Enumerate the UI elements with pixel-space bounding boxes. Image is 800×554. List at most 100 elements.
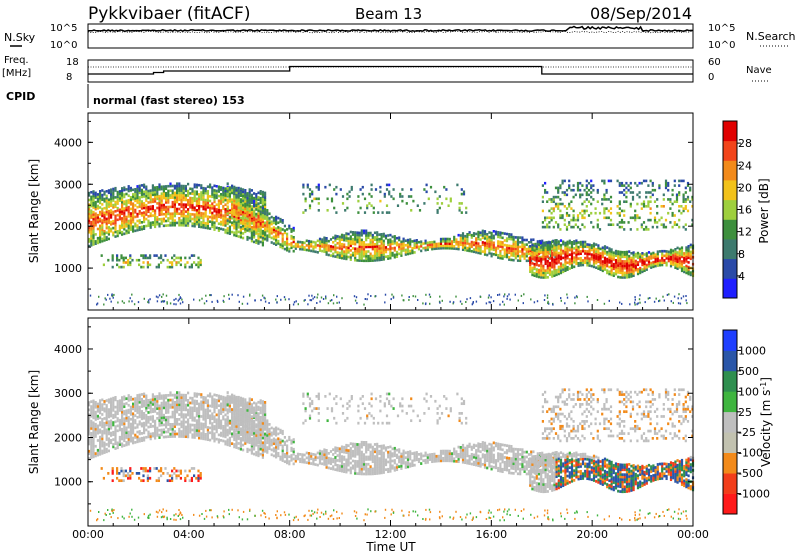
power-cell <box>367 293 369 296</box>
power-cell <box>557 225 560 229</box>
velocity-cell <box>99 438 102 442</box>
velocity-cell <box>182 415 185 419</box>
velocity-cell <box>110 431 113 435</box>
power-cell <box>625 257 629 261</box>
power-cell <box>464 239 467 243</box>
power-cell <box>685 267 688 270</box>
power-cell <box>483 241 487 245</box>
power-cell <box>566 252 569 255</box>
velocity-cell <box>156 431 159 435</box>
velocity-cell <box>195 409 198 413</box>
velocity-cell <box>156 407 159 410</box>
power-cell <box>143 215 146 219</box>
power-cell <box>565 193 569 197</box>
power-cell <box>645 256 648 260</box>
velocity-cell <box>136 396 139 400</box>
power-cell <box>450 242 454 246</box>
power-cell <box>173 184 176 188</box>
power-cell <box>149 193 152 197</box>
power-cell <box>380 242 383 245</box>
power-cell <box>678 247 681 251</box>
velocity-cell <box>129 427 132 431</box>
power-cell <box>554 205 558 208</box>
power-cell <box>663 259 666 262</box>
power-cell <box>275 241 278 244</box>
velocity-cell <box>209 404 212 408</box>
power-cell <box>138 200 141 204</box>
power-cell <box>568 262 571 266</box>
power-cell <box>360 241 363 244</box>
velocity-cell <box>193 428 196 432</box>
power-cell <box>140 193 143 196</box>
power-cell <box>514 256 517 260</box>
power-cell <box>239 193 242 197</box>
power-cell <box>116 209 119 212</box>
velocity-cell <box>114 420 117 424</box>
power-cell <box>544 255 547 259</box>
power-cell <box>189 212 192 216</box>
power-cell <box>548 225 551 229</box>
power-cell <box>395 241 399 245</box>
power-cell <box>177 261 180 264</box>
velocity-cell <box>123 412 126 416</box>
power-cell <box>671 202 674 206</box>
power-cell <box>610 255 613 258</box>
power-cell <box>275 229 278 233</box>
power-cell <box>224 194 227 197</box>
velocity-cell <box>180 410 183 414</box>
velocity-cell <box>149 422 152 426</box>
power-cell <box>154 225 157 229</box>
velocity-cell <box>176 403 179 407</box>
power-cell <box>519 250 522 253</box>
power-cell <box>92 204 95 207</box>
power-cell <box>99 238 102 242</box>
power-cell <box>310 299 313 302</box>
velocity-cell <box>189 413 192 417</box>
power-cell <box>156 300 159 303</box>
power-cell <box>334 255 337 258</box>
power-cell <box>224 189 227 193</box>
power-cell <box>609 211 613 215</box>
power-cell <box>490 241 493 244</box>
power-cell <box>162 217 165 221</box>
power-cell <box>114 223 117 227</box>
velocity-cell <box>103 417 106 420</box>
power-cell <box>125 199 128 203</box>
power-cell <box>281 239 284 243</box>
power-cell <box>220 211 223 215</box>
power-cell <box>246 199 249 202</box>
power-cell <box>413 251 416 254</box>
power-cell <box>94 203 97 206</box>
velocity-cell <box>195 407 198 410</box>
power-cell <box>437 247 440 250</box>
power-cell <box>586 259 589 262</box>
power-cell <box>527 241 531 244</box>
power-cell <box>676 262 679 266</box>
power-cell <box>488 294 490 297</box>
power-cell <box>652 263 655 266</box>
power-cell <box>465 211 468 214</box>
velocity-cell <box>224 433 227 436</box>
power-cell <box>459 241 462 244</box>
velocity-cell <box>127 418 130 422</box>
power-cell <box>257 225 260 229</box>
power-cell <box>387 241 390 244</box>
power-cell <box>662 295 664 298</box>
power-cell <box>552 209 555 213</box>
power-cell <box>305 248 308 252</box>
power-cell <box>527 247 531 251</box>
power-cell <box>584 259 587 262</box>
velocity-cell <box>114 396 117 399</box>
power-cell <box>630 261 633 264</box>
power-cell <box>261 213 264 217</box>
velocity-cell <box>90 410 93 413</box>
power-cell <box>211 218 214 222</box>
velocity-cell <box>92 453 95 456</box>
velocity-cell <box>191 401 194 405</box>
power-cell <box>261 225 264 228</box>
power-cell <box>568 186 571 190</box>
velocity-cell <box>143 424 146 427</box>
power-cell <box>385 204 389 208</box>
power-cell <box>652 256 655 259</box>
power-cell <box>332 254 335 258</box>
